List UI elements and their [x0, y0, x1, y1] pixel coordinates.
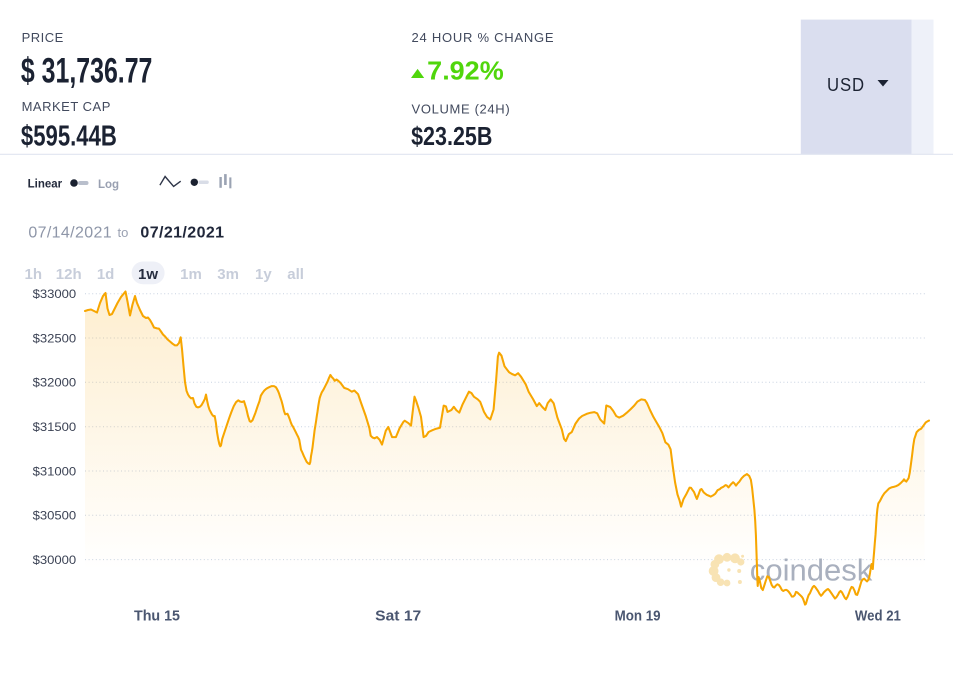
- svg-text:1m: 1m: [180, 266, 202, 283]
- svg-text:$32500: $32500: [33, 331, 77, 345]
- svg-text:1w: 1w: [138, 266, 158, 283]
- svg-text:07/14/2021: 07/14/2021: [28, 225, 112, 242]
- svg-text:1y: 1y: [255, 266, 272, 283]
- svg-text:all: all: [287, 266, 304, 283]
- svg-text:USD: USD: [827, 74, 865, 95]
- svg-text:$33000: $33000: [33, 287, 77, 301]
- svg-text:$ 31,736.77: $ 31,736.77: [21, 51, 153, 90]
- svg-text:Mon 19: Mon 19: [615, 607, 661, 624]
- svg-text:$31000: $31000: [33, 464, 77, 478]
- svg-text:$23.25B: $23.25B: [411, 123, 492, 151]
- svg-text:$595.44B: $595.44B: [21, 121, 117, 153]
- svg-text:$31500: $31500: [33, 420, 77, 434]
- svg-text:Sat 17: Sat 17: [375, 607, 421, 624]
- svg-text:VOLUME (24H): VOLUME (24H): [412, 101, 511, 116]
- svg-text:MARKET CAP: MARKET CAP: [22, 99, 111, 114]
- svg-text:$30000: $30000: [33, 553, 77, 567]
- svg-text:07/21/2021: 07/21/2021: [140, 225, 224, 242]
- svg-text:Wed 21: Wed 21: [855, 607, 901, 624]
- svg-text:Linear: Linear: [28, 179, 63, 191]
- svg-text:$30500: $30500: [33, 509, 77, 523]
- svg-text:7.92%: 7.92%: [427, 55, 504, 85]
- svg-text:12h: 12h: [56, 266, 82, 283]
- svg-text:1d: 1d: [97, 266, 115, 283]
- svg-text:Thu 15: Thu 15: [134, 607, 180, 624]
- svg-text:to: to: [118, 225, 129, 240]
- svg-text:3m: 3m: [217, 266, 239, 283]
- svg-text:$32000: $32000: [33, 376, 77, 390]
- svg-text:PRICE: PRICE: [22, 30, 64, 45]
- svg-text:24 HOUR % CHANGE: 24 HOUR % CHANGE: [412, 30, 555, 45]
- svg-text:Log: Log: [98, 179, 119, 191]
- svg-text:1h: 1h: [25, 266, 43, 283]
